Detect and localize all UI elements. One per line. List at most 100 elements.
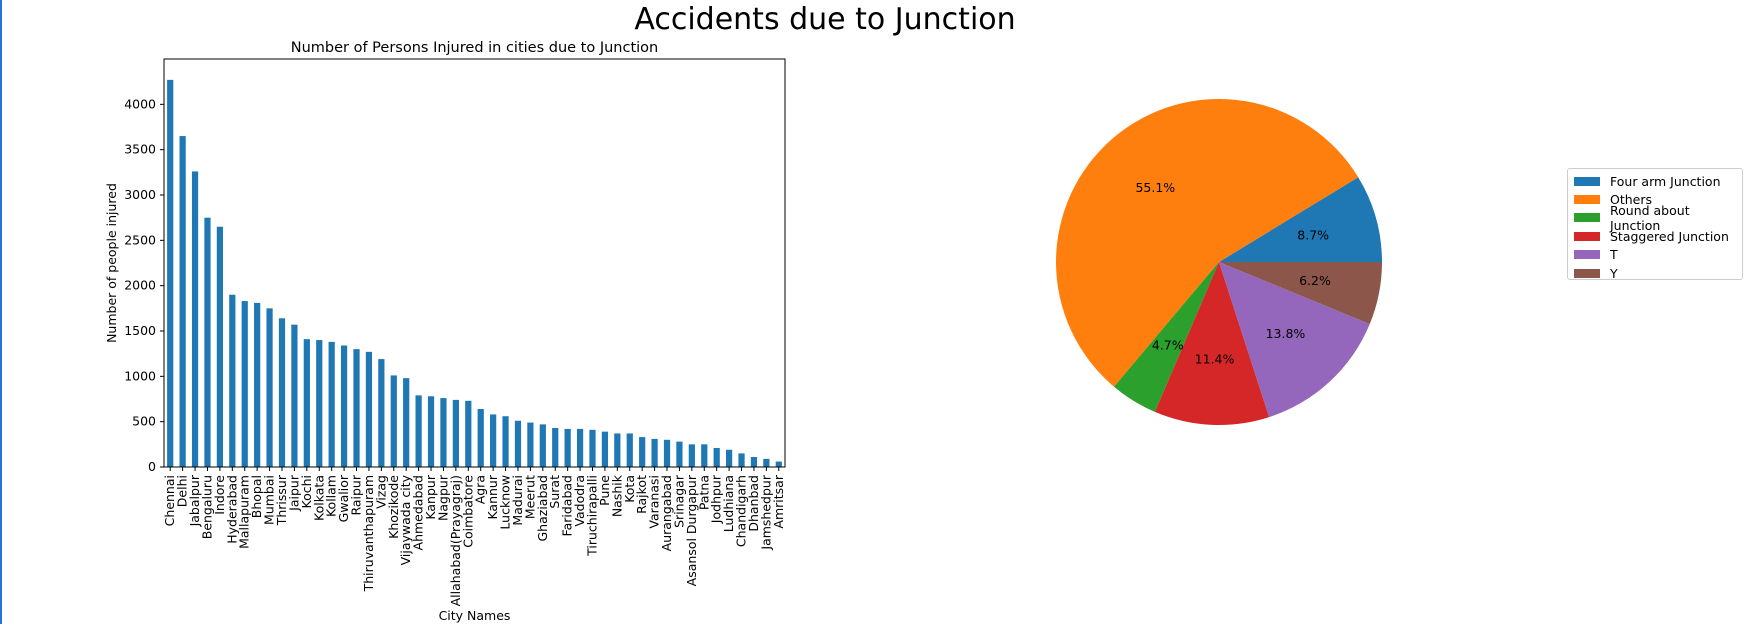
legend-label: Round about Junction bbox=[1610, 202, 1690, 233]
legend-label: Others bbox=[1610, 192, 1653, 208]
pie-pct-label: 6.2% bbox=[1299, 273, 1331, 288]
x-tick-label: Bengaluru bbox=[199, 475, 214, 539]
bar-pune bbox=[601, 431, 609, 467]
legend-item: T bbox=[1574, 246, 1736, 264]
x-tick-label: Surat bbox=[547, 475, 562, 509]
bar-patna bbox=[701, 444, 708, 467]
bar-bhopal bbox=[254, 302, 261, 467]
bar-varanasi bbox=[651, 438, 658, 467]
y-axis: 0 500 1000 1500 2000 2500 3000 3500 4000 bbox=[124, 96, 164, 474]
legend-label: Y bbox=[1610, 265, 1618, 281]
pie-slices bbox=[1056, 99, 1382, 425]
x-tick-label: Coimbatore bbox=[460, 475, 475, 548]
x-tick-label: Aurangabad bbox=[659, 475, 674, 551]
legend-swatch bbox=[1574, 268, 1600, 278]
bar-vijaywada-city bbox=[403, 378, 410, 467]
x-tick-label: Nagpur bbox=[435, 474, 450, 521]
bar-allahabad-prayagraj- bbox=[452, 399, 459, 467]
bar-dhanbad bbox=[750, 457, 758, 467]
bar-indore bbox=[216, 226, 223, 467]
x-tick-label: Kolkata bbox=[311, 475, 326, 521]
legend-label: T bbox=[1610, 247, 1618, 263]
x-tick-label: Allahabad(Prayagraj) bbox=[448, 475, 463, 606]
bar-chart-xlabel: City Names bbox=[439, 608, 511, 623]
bar-chart-title: Number of Persons Injured in cities due … bbox=[291, 40, 659, 56]
y-tick-label: 3500 bbox=[124, 142, 156, 157]
x-tick-label: Madurai bbox=[510, 475, 525, 526]
bar-hyderabad bbox=[229, 294, 236, 467]
x-tick-label: Ahmedabad bbox=[411, 475, 426, 550]
bar-ludhiana bbox=[726, 449, 733, 467]
bar-vizag bbox=[378, 359, 385, 467]
pie-slice-y bbox=[1219, 262, 1382, 324]
x-tick-label: Patna bbox=[696, 475, 711, 510]
x-tick-label: Raipur bbox=[349, 474, 364, 515]
x-tick-label: Hyderabad bbox=[224, 475, 239, 544]
pie-pct-label: 55.1% bbox=[1135, 180, 1175, 195]
legend-label: Four arm Junction bbox=[1610, 173, 1721, 189]
x-tick-label: Amritsar bbox=[771, 474, 786, 528]
bar-rajkot bbox=[639, 437, 646, 467]
x-tick-label: Meerut bbox=[522, 475, 537, 519]
legend-swatch bbox=[1574, 231, 1600, 241]
pie-pct-label: 4.7% bbox=[1152, 337, 1184, 352]
legend-swatch bbox=[1574, 213, 1600, 223]
bar-kota bbox=[626, 433, 633, 467]
bar-madurai bbox=[514, 420, 522, 467]
y-tick-label: 4000 bbox=[124, 96, 156, 111]
legend-item: Staggered Junction bbox=[1574, 227, 1736, 245]
bar-bengaluru bbox=[204, 217, 211, 467]
bar-jamshedpur bbox=[763, 458, 770, 467]
x-tick-label: Jaipur bbox=[286, 474, 301, 512]
bar-khozikode bbox=[390, 375, 397, 467]
legend-label: Staggered Junction bbox=[1610, 228, 1729, 244]
x-tick-label: Agra bbox=[473, 475, 488, 504]
pie-pct-label: 11.4% bbox=[1195, 352, 1235, 367]
x-tick-label: Ludhiana bbox=[721, 475, 736, 532]
x-tick-label: Ghaziabad bbox=[535, 475, 550, 542]
bar-delhi bbox=[179, 136, 186, 468]
bar-vadodra bbox=[576, 428, 584, 467]
bar-aurangabad bbox=[663, 439, 671, 467]
x-tick-label: Vizag bbox=[373, 475, 388, 509]
bar-lucknow bbox=[502, 416, 509, 467]
x-tick-label: Kannur bbox=[485, 474, 500, 519]
y-tick-label: 1500 bbox=[124, 323, 156, 338]
x-tick-label: Jabalpur bbox=[187, 474, 202, 527]
x-tick-label: Chandigarh bbox=[734, 475, 749, 547]
bar-raipur bbox=[353, 349, 360, 467]
legend-swatch bbox=[1574, 176, 1600, 186]
x-tick-label: Lucknow bbox=[498, 475, 513, 530]
x-tick-label: Mumbai bbox=[262, 475, 277, 525]
bar-faridabad bbox=[564, 428, 571, 467]
bar-chart-ylabel: Number of people injured bbox=[104, 183, 119, 343]
y-tick-label: 1000 bbox=[124, 368, 156, 383]
bar-meerut bbox=[527, 422, 534, 467]
bar-thrissur bbox=[278, 318, 286, 467]
x-tick-label: Kollam bbox=[324, 475, 339, 517]
window-edge bbox=[0, 0, 2, 624]
y-tick-label: 2000 bbox=[124, 278, 156, 293]
pie-slice-round-about-junction bbox=[1114, 262, 1219, 412]
x-tick-label: Kota bbox=[622, 475, 637, 503]
y-tick-label: 2500 bbox=[124, 232, 156, 247]
x-tick-label: Srinagar bbox=[671, 474, 686, 528]
x-tick-label: Asansol Durgapur bbox=[684, 474, 699, 586]
bar-kannur bbox=[490, 414, 497, 467]
bar-mallapuram bbox=[241, 301, 248, 467]
legend-item: Round about Junction bbox=[1574, 203, 1736, 233]
x-tick-label: Vijaywada city bbox=[398, 474, 413, 565]
pie-slice-staggered-junction bbox=[1154, 262, 1270, 425]
bar-nagpur bbox=[440, 398, 447, 467]
bar-amritsar bbox=[775, 461, 782, 467]
bar-jodhpur bbox=[713, 447, 720, 467]
bar-surat bbox=[552, 428, 559, 467]
bar-nashik bbox=[614, 433, 621, 467]
x-tick-label: Tiruchirapalli bbox=[584, 475, 599, 557]
bar-jabalpur bbox=[191, 171, 199, 467]
x-tick-label: Thiruvanthapuram bbox=[361, 475, 376, 592]
bar-asansol-durgapur bbox=[688, 444, 695, 467]
y-tick-label: 3000 bbox=[124, 187, 156, 202]
bar-series bbox=[167, 79, 782, 468]
